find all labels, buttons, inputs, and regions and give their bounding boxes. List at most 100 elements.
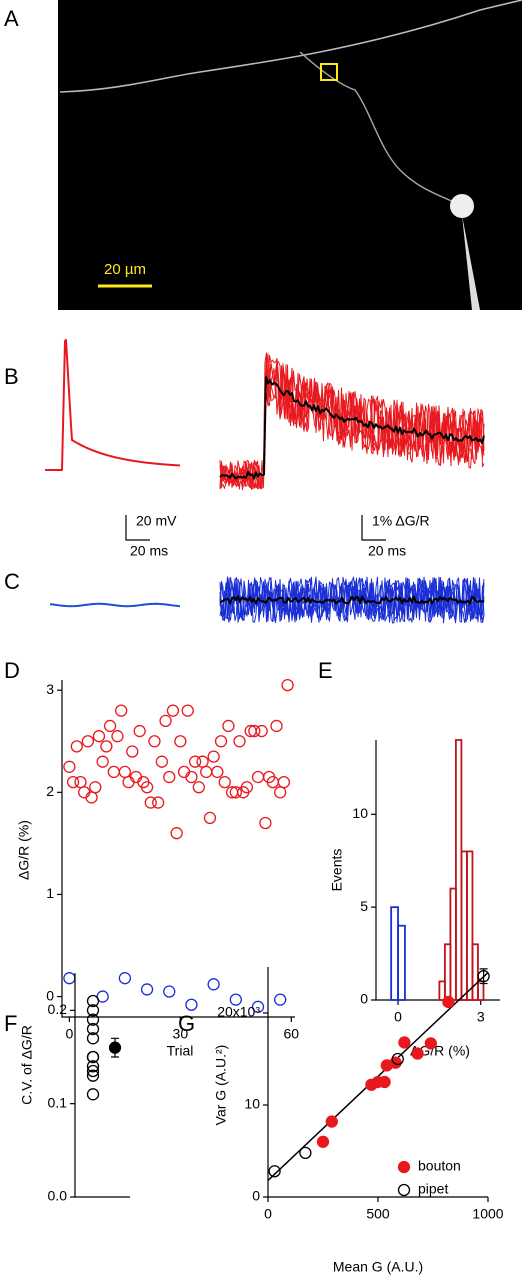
data-point — [126, 745, 139, 758]
data-point — [140, 983, 154, 996]
data-point — [207, 978, 220, 991]
voltage-trace — [45, 339, 181, 471]
soma — [450, 194, 474, 218]
data-point — [70, 740, 83, 753]
data-point — [270, 719, 283, 733]
y-tick-label: 0.2 — [48, 1001, 68, 1017]
data-point — [100, 740, 113, 753]
data-point — [177, 765, 191, 779]
data-point — [192, 781, 205, 794]
x-tick-label: 500 — [366, 1206, 390, 1222]
data-point — [85, 791, 98, 804]
y-tick-label: 20x10³ — [217, 1004, 260, 1020]
scale-bar — [361, 515, 386, 541]
data-point — [222, 719, 235, 733]
data-point — [108, 1041, 122, 1054]
data-point — [185, 998, 198, 1011]
y-tick-label: 0 — [360, 991, 368, 1007]
data-point — [129, 770, 143, 784]
panel-label: D — [4, 658, 20, 683]
data-point — [200, 765, 213, 779]
legend-label: pipet — [418, 1181, 448, 1197]
data-point — [81, 735, 95, 748]
data-point — [86, 1050, 100, 1064]
data-point — [66, 775, 80, 789]
data-point — [181, 704, 194, 717]
data-point — [86, 1064, 100, 1078]
data-point — [274, 993, 287, 1006]
data-point — [144, 796, 157, 809]
data-point — [86, 1013, 100, 1026]
y-tick-label: 2 — [46, 783, 54, 799]
data-point — [196, 755, 209, 768]
chart: 0 5 10 0 3 ΔG/R (%) Events — [329, 739, 500, 1059]
data-point — [133, 724, 146, 738]
y-axis-label: C.V. of ΔG/R — [19, 1025, 35, 1105]
micrograph — [58, 0, 522, 310]
data-point — [316, 1135, 330, 1148]
data-point — [240, 781, 254, 794]
legend-marker — [397, 1183, 411, 1197]
data-point — [115, 704, 128, 717]
data-point — [170, 827, 183, 840]
y-tick-label: 0.0 — [48, 1188, 68, 1204]
data-point — [477, 970, 490, 983]
data-point — [155, 755, 169, 768]
data-point — [398, 1036, 411, 1049]
x-tick-label: 30 — [173, 1026, 189, 1042]
data-point — [74, 775, 87, 789]
y-tick-label: 3 — [46, 681, 54, 697]
data-point — [424, 1037, 437, 1050]
data-point — [63, 972, 76, 985]
data-point — [325, 1115, 338, 1128]
data-point — [86, 1060, 100, 1073]
axon-branch — [299, 51, 461, 206]
data-point — [86, 1088, 100, 1101]
x-tick-label: 0 — [394, 1009, 402, 1025]
data-point — [248, 724, 261, 738]
bar — [471, 943, 479, 1001]
data-point — [122, 775, 135, 789]
data-point — [86, 1004, 100, 1017]
data-point — [163, 985, 176, 998]
data-point — [148, 735, 161, 748]
bar — [390, 906, 399, 1001]
mean-trace — [219, 595, 485, 605]
y-tick-label: 10 — [244, 1096, 260, 1112]
data-point — [86, 994, 100, 1008]
data-point — [103, 719, 117, 733]
data-point — [63, 760, 76, 773]
data-point — [229, 786, 242, 799]
bar — [477, 980, 485, 1001]
data-point — [78, 786, 91, 799]
data-point — [274, 786, 287, 799]
y-tick-label: 5 — [360, 898, 368, 914]
data-point — [89, 781, 102, 794]
data-point — [163, 770, 176, 784]
voltage-trace — [49, 602, 181, 608]
scale-bar-label: 20 ms — [130, 543, 168, 559]
data-point — [185, 770, 198, 784]
data-point — [166, 704, 180, 717]
data-point — [118, 972, 132, 985]
data-point — [391, 1052, 404, 1066]
panel-label: E — [318, 658, 333, 683]
axis-line — [74, 973, 130, 1198]
y-tick-label: 0.1 — [48, 1094, 68, 1110]
x-tick-label: 1000 — [472, 1206, 503, 1222]
scale-bar-label: 20 µm — [104, 261, 146, 278]
y-tick-label: 10 — [352, 805, 368, 821]
y-tick-label: 1 — [46, 885, 54, 901]
data-point — [152, 796, 165, 809]
axon — [59, 0, 523, 93]
x-tick-label: 60 — [284, 1026, 300, 1042]
data-point — [211, 765, 224, 779]
data-point — [96, 755, 109, 768]
data-point — [299, 1146, 312, 1159]
data-point — [86, 1022, 100, 1036]
chart: 0 10 20x10³ 0 500 1000 Mean G (A.U.) Var G (A.U… — [213, 967, 504, 1275]
data-point — [251, 770, 265, 784]
data-point — [118, 765, 132, 779]
